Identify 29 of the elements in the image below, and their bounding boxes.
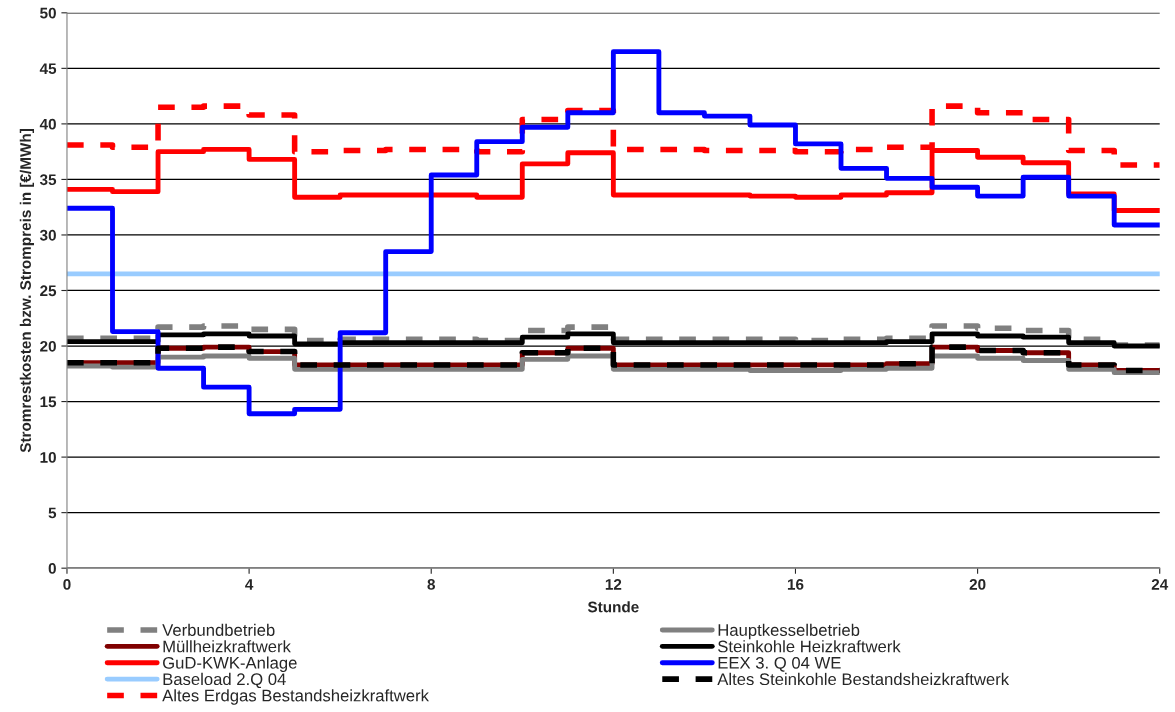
x-axis-title: Stunde	[587, 601, 639, 613]
legend-label: GuD-KWK-Anlage	[163, 656, 297, 673]
y-tick-label: 35	[39, 174, 57, 186]
y-tick-label: 20	[40, 340, 56, 352]
y-tick-label: 0	[48, 563, 56, 574]
y-tick-label: 10	[40, 451, 56, 463]
y-tick-label: 40	[39, 118, 56, 130]
y-axis-title: Stromrestkosten bzw. Strompreis in [€/MWh]	[19, 129, 35, 453]
x-tick-label: 20	[969, 579, 986, 590]
x-tick-label: 24	[1151, 579, 1169, 590]
x-tick-label: 0	[63, 579, 71, 590]
legend-label: EEX 3. Q 04 WE	[718, 656, 841, 672]
legend-label: Altes Erdgas Bestandsheizkraftwerk	[162, 689, 429, 705]
y-tick-label: 5	[48, 507, 57, 519]
legend-label: Baseload 2.Q 04	[163, 672, 286, 689]
legend-label: Müllheizkraftwerk	[163, 640, 291, 653]
y-tick-label: 30	[39, 229, 56, 241]
x-tick-label: 4	[245, 579, 254, 590]
x-tick-label: 16	[787, 579, 804, 590]
y-tick-label: 15	[40, 396, 57, 408]
x-tick-label: 8	[427, 579, 436, 590]
legend-label: Altes Steinkohle Bestandsheizkraftwerk	[717, 672, 1010, 686]
y-tick-label: 25	[40, 285, 57, 297]
y-tick-label: 45	[39, 63, 57, 75]
legend-label: Verbundbetrieb	[162, 623, 275, 636]
y-tick-label: 50	[40, 7, 56, 19]
legend-label: Hauptkesselbetrieb	[718, 623, 860, 640]
x-tick-label: 12	[605, 579, 622, 590]
legend-label: Steinkohle Heizkraftwerk	[718, 640, 901, 653]
